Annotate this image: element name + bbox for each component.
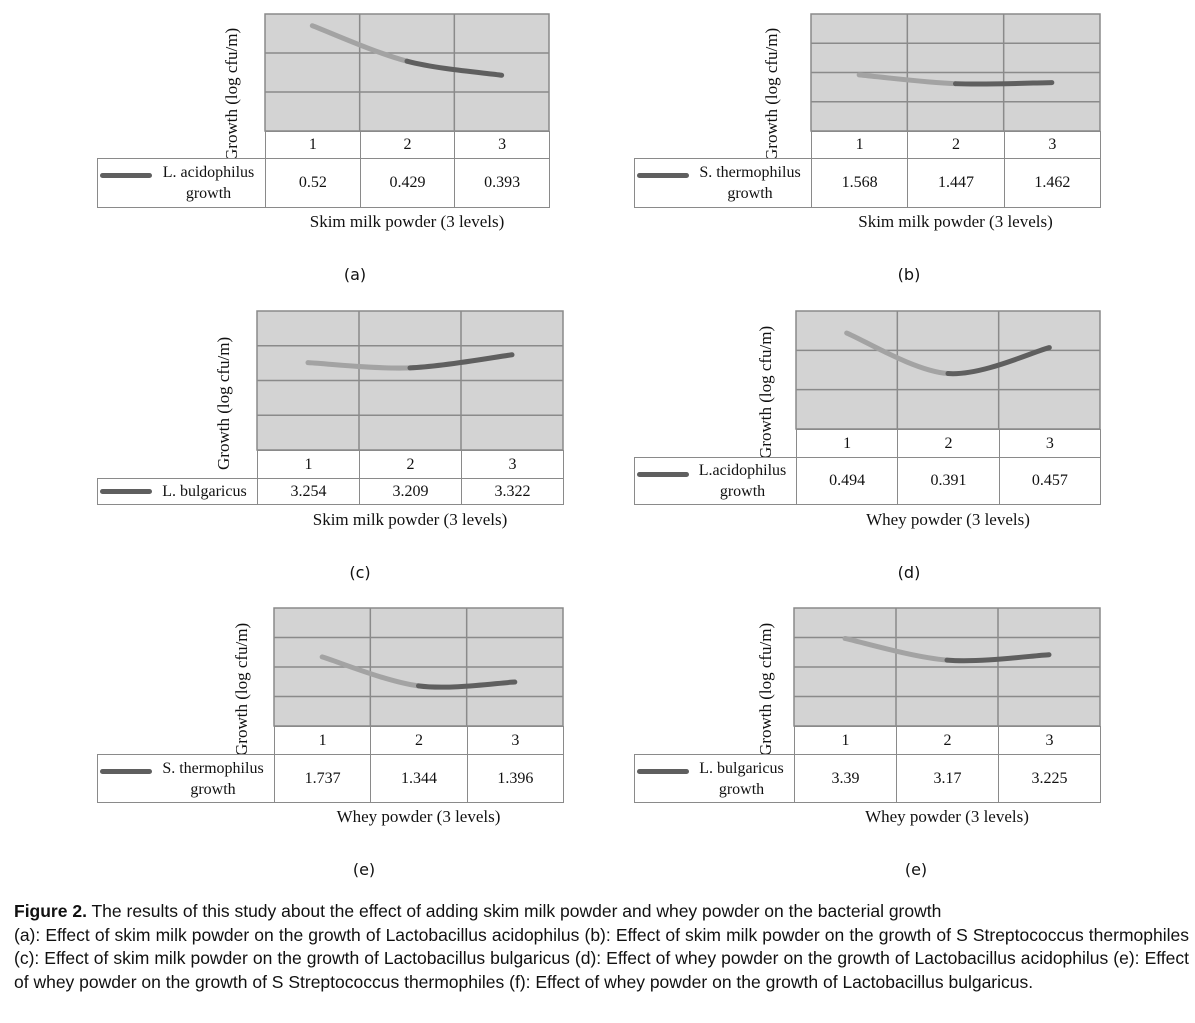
legend-series-name: L. bulgaricus growth: [699, 759, 784, 798]
y-axis-label: Growth (log cfu/m): [214, 336, 233, 470]
panel-label: (b): [897, 265, 921, 284]
data-value-cell: 1.344: [370, 754, 468, 803]
legend-series-name: L. acidophilus growth: [162, 164, 255, 202]
panel-label: (e): [904, 860, 928, 879]
plot-area: [256, 310, 564, 451]
data-value-cell: 3.209: [359, 478, 462, 505]
legend-cell: S. thermophilus growth: [634, 158, 812, 208]
legend-line-swatch: [100, 489, 152, 494]
x-axis-label: Skim milk powder (3 levels): [309, 212, 505, 231]
series-line-segment: [319, 654, 421, 689]
x-axis-label: Whey powder (3 levels): [866, 510, 1030, 529]
x-axis-label: Whey powder (3 levels): [865, 807, 1029, 826]
figure-caption: Figure 2. The results of this study abou…: [14, 900, 1189, 994]
legend-series-name: S. thermophilus growth: [162, 759, 264, 798]
legend-line-swatch: [100, 173, 152, 178]
y-axis-label: Growth (log cfu/m): [232, 622, 251, 756]
series-line-segment: [856, 72, 958, 87]
data-value-cell: 0.52: [265, 158, 361, 208]
legend-cell: L.acidophilus growth: [634, 457, 797, 505]
legend-cell: L. bulgaricus growth: [634, 754, 795, 803]
legend-line-swatch: [637, 173, 689, 178]
panel-label: (e): [352, 860, 376, 879]
series-line-segment: [404, 58, 505, 78]
series-line-segment: [945, 345, 1052, 377]
y-axis-label: Growth (log cfu/m): [762, 27, 781, 161]
plot-background: [264, 13, 550, 132]
data-value-cell: 3.254: [257, 478, 360, 505]
x-tick-label: 1: [794, 726, 897, 755]
series-line-segment: [944, 652, 1052, 664]
panel-label: (d): [897, 563, 921, 582]
data-value-cell: 0.393: [454, 158, 550, 208]
series-line-segment: [416, 679, 518, 690]
x-tick-label: 3: [461, 450, 564, 479]
plot-area: [273, 607, 564, 727]
x-tick-label: 1: [257, 450, 360, 479]
x-tick-label: 2: [907, 131, 1005, 159]
plot-area: [810, 13, 1101, 132]
legend-line-swatch: [637, 769, 689, 774]
data-value-cell: 1.396: [466, 754, 564, 803]
x-tick-label: 3: [1003, 131, 1101, 159]
data-value-cell: 0.429: [359, 158, 456, 208]
legend-cell: L. acidophilus growth: [97, 158, 266, 208]
x-tick-label: 1: [811, 131, 909, 159]
plot-area: [795, 310, 1101, 430]
series-line-segment: [309, 23, 410, 64]
data-value-cell: 3.39: [794, 754, 897, 803]
legend-cell: L. bulgaricus: [97, 478, 258, 505]
data-value-cell: 1.568: [811, 158, 909, 208]
x-tick-label: 2: [897, 429, 1000, 458]
legend-line-swatch: [100, 769, 152, 774]
x-tick-label: 1: [274, 726, 372, 755]
x-tick-label: 2: [370, 726, 468, 755]
caption-title: The results of this study about the effe…: [86, 901, 942, 921]
x-tick-label: 1: [796, 429, 899, 458]
x-tick-label: 2: [359, 131, 456, 159]
y-axis-label: Growth (log cfu/m): [756, 622, 775, 756]
caption-label: Figure 2.: [14, 901, 87, 921]
x-tick-label: 3: [998, 429, 1101, 458]
legend-series-name: S. thermophilus growth: [699, 164, 801, 202]
y-axis-label: Growth (log cfu/m): [222, 27, 241, 161]
x-axis-label: Skim milk powder (3 levels): [858, 212, 1053, 231]
legend-series-name: L.acidophilus growth: [698, 462, 787, 500]
series-line-segment: [842, 635, 950, 663]
data-value-cell: 0.494: [796, 457, 899, 505]
plot-area: [264, 13, 550, 132]
plot-area: [793, 607, 1101, 727]
x-tick-label: 2: [896, 726, 999, 755]
x-tick-label: 3: [998, 726, 1101, 755]
data-value-cell: 0.457: [998, 457, 1101, 505]
x-tick-label: 1: [265, 131, 361, 159]
x-axis-label: Whey powder (3 levels): [336, 807, 501, 826]
caption-body: (a): Effect of skim milk powder on the g…: [14, 924, 1189, 992]
series-line-segment: [953, 80, 1055, 87]
x-tick-label: 2: [359, 450, 462, 479]
series-line-segment: [407, 352, 515, 371]
data-value-cell: 1.447: [907, 158, 1005, 208]
data-value-cell: 3.322: [461, 478, 564, 505]
panel-label: (c): [349, 563, 371, 582]
x-tick-label: 3: [454, 131, 550, 159]
plot-background: [795, 310, 1101, 430]
x-tick-label: 3: [466, 726, 564, 755]
series-line-segment: [305, 360, 413, 371]
legend-series-name: L. bulgaricus: [162, 483, 247, 500]
y-axis-label: Growth (log cfu/m): [756, 325, 775, 459]
legend-line-swatch: [637, 472, 689, 477]
legend-cell: S. thermophilus growth: [97, 754, 275, 803]
panel-label: (a): [343, 265, 367, 284]
data-value-cell: 3.17: [896, 754, 999, 803]
x-axis-label: Skim milk powder (3 levels): [312, 510, 508, 529]
series-line-segment: [844, 330, 951, 377]
data-value-cell: 3.225: [998, 754, 1101, 803]
data-value-cell: 1.737: [274, 754, 372, 803]
data-value-cell: 1.462: [1003, 158, 1101, 208]
data-value-cell: 0.391: [897, 457, 1000, 505]
